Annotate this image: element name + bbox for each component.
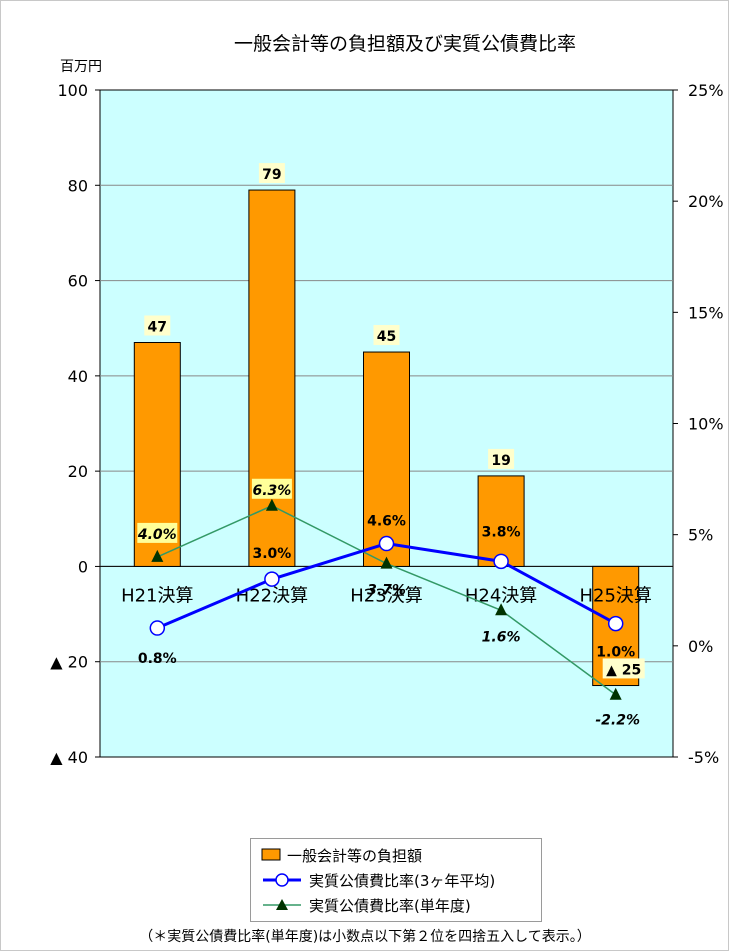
legend-item-single: 実質公債費比率(単年度) [261,893,471,917]
bar-data-label: 79 [262,167,281,183]
bar-data-label: 45 [377,329,396,345]
avg-data-label: 4.6% [367,514,406,530]
bar-data-label-box [488,448,515,469]
bar [363,351,410,567]
y2-tick-label: 20% [688,192,724,211]
x-tick-label: H23決算 [350,585,422,606]
x-tick-label: H22決算 [236,585,308,606]
single-data-label-box [137,522,178,543]
bar-data-label: ▲ 25 [606,662,641,678]
y-tick-label: 0 [78,557,88,576]
legend-item-bar: 一般会計等の負担額 [261,843,422,867]
y-tick-label: 80 [68,176,88,195]
y-tick-label: ▲ 40 [50,748,88,767]
single-data-label: 4.0% [137,527,177,543]
avg-marker [378,535,395,552]
avg-data-label: 3.0% [252,546,291,562]
bar-data-label-box [602,658,645,679]
legend-label-single: 実質公債費比率(単年度) [309,896,471,915]
y2-tick-label: 15% [688,303,724,322]
single-data-label: 3.7% [367,583,406,599]
y2-tick-label: 25% [688,81,724,100]
bar-data-label-box [258,163,285,184]
single-data-label-box [251,478,292,499]
single-year-marker [151,549,164,562]
y2-tick-label: 10% [688,415,724,434]
single-data-label: 6.3% [252,483,291,499]
y-tick-label: 40 [68,367,88,386]
single-year-marker [495,603,508,616]
y2-tick-label: -5% [688,748,719,767]
avg-data-label: 0.8% [138,651,177,667]
y2-tick-label: 0% [688,637,713,656]
single-year-marker [609,687,622,700]
single-data-label: -2.2% [595,713,640,729]
y-tick-label: 100 [57,81,88,100]
single-data-label: 1.6% [482,629,521,645]
legend-item-avg: 実質公債費比率(3ヶ年平均) [261,868,495,892]
single-year-marker [265,498,278,511]
legend-label-bar: 一般会計等の負担額 [287,846,423,865]
legend-label-avg: 実質公債費比率(3ヶ年平均) [309,871,496,890]
x-tick-label: H21決算 [121,585,193,606]
legend-single-swatch [263,899,301,910]
bar [477,475,525,567]
bar-data-label: 47 [148,320,167,336]
bar-data-label-box [144,315,171,336]
y-tick-label: ▲ 20 [50,653,88,672]
y2-tick-label: 5% [688,526,713,545]
x-tick-label: H24決算 [465,585,537,606]
y-axis-unit-label: 百万円 [60,59,102,75]
y-tick-label: 60 [68,272,88,291]
legend-bar-swatch [261,848,281,861]
y-tick-label: 20 [68,462,88,481]
legend-avg-swatch [263,873,301,887]
avg-marker [493,553,509,570]
avg-marker [264,571,280,587]
footnote: （＊実質公債費比率(単年度)は小数点以下第２位を四捨五入して表示。） [139,929,591,945]
bar-data-label: 19 [491,453,510,469]
chart-title: 一般会計等の負担額及び実質公債費比率 [234,33,576,55]
avg-data-label: 3.8% [482,524,521,540]
avg-marker [607,615,624,632]
avg-marker [149,620,166,636]
single-year-marker [380,556,393,569]
avg-data-label: 1.0% [596,645,635,661]
legend: 一般会計等の負担額 実質公債費比率(3ヶ年平均) 実質公債費比率(単年度) [250,838,542,922]
x-tick-label: H25決算 [579,585,651,606]
bar-data-label-box [373,325,400,346]
plot-area [99,89,674,758]
